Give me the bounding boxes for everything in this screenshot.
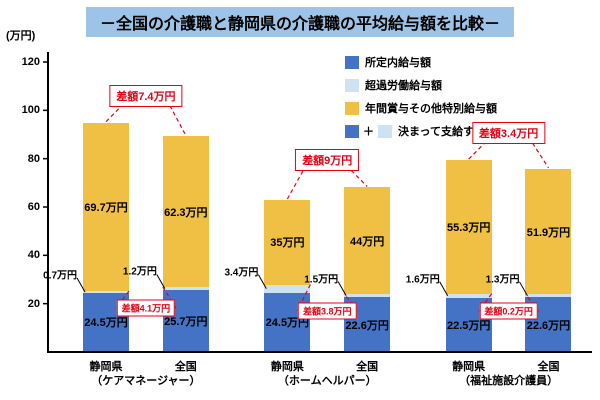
base-value-label: 24.5万円 xyxy=(84,317,128,330)
bar-segment-bonus xyxy=(162,136,209,287)
top-diff-box: 差額3.4万円 xyxy=(471,122,546,145)
bonus-value-label: 69.7万円 xyxy=(84,201,128,214)
bar-segment-bonus xyxy=(344,187,391,294)
bar-segment-bonus xyxy=(264,199,311,285)
y-tick-label: 20 xyxy=(27,297,40,310)
top-diff-box: 差額9万円 xyxy=(295,149,360,172)
x-axis-label: 静岡県 xyxy=(89,361,123,373)
bottom-diff-box: 差額3.8万円 xyxy=(297,302,357,320)
bar-segment-bonus xyxy=(445,160,492,294)
plus-sign: ＋ xyxy=(363,126,374,138)
base-value-label: 24.5万円 xyxy=(265,317,310,330)
bar-segment-bonus xyxy=(83,122,130,292)
bar-segment-overtime xyxy=(83,291,130,293)
legend-item: 年間賞与その他特別給与額 xyxy=(345,100,540,116)
bottom-diff-box: 差額4.1万円 xyxy=(116,299,176,317)
legend-label: 所定内給与額 xyxy=(365,57,431,69)
x-axis-sublabel: （ケアマネージャー） xyxy=(91,375,201,387)
y-tick-label: 40 xyxy=(27,249,40,262)
base-value-label: 22.5万円 xyxy=(446,319,491,332)
legend-swatch xyxy=(345,124,359,138)
bonus-value-label: 51.9万円 xyxy=(526,226,571,239)
bar-segment-overtime xyxy=(445,293,492,298)
base-value-label: 25.7万円 xyxy=(164,315,208,328)
legend-swatch xyxy=(345,55,359,69)
legend-label: 超過労働給与額 xyxy=(365,80,442,92)
top-diff-dashed-line xyxy=(350,170,368,187)
legend-swatch xyxy=(345,101,359,115)
x-axis-label: 全国 xyxy=(356,361,379,373)
x-axis-label: 全国 xyxy=(537,361,560,373)
legend-swatch xyxy=(378,124,392,138)
y-tick-label: 120 xyxy=(21,56,40,68)
bar-segment-overtime xyxy=(264,284,311,293)
bottom-diff-box: 差額0.2万円 xyxy=(479,302,538,320)
top-diff-dashed-line xyxy=(532,142,549,169)
bar-segment-bonus xyxy=(525,168,572,295)
y-axis-unit-label: (万円) xyxy=(6,30,36,42)
x-axis-sublabel: （福祉施設介護員） xyxy=(459,375,559,387)
y-tick-label: 80 xyxy=(27,152,40,165)
overtime-value-label: 3.4万円 xyxy=(224,267,259,279)
y-tick-label: 100 xyxy=(21,104,40,117)
bonus-value-label: 35万円 xyxy=(270,237,305,250)
x-axis-label: 静岡県 xyxy=(452,361,486,373)
chart-title: －全国の介護職と静岡県の介護職の平均給与額を比較－ xyxy=(85,7,515,37)
top-diff-box: 差額7.4万円 xyxy=(109,84,183,107)
y-tick-label: 60 xyxy=(27,201,40,213)
overtime-value-label: 1.5万円 xyxy=(304,274,339,286)
x-axis-label: 全国 xyxy=(174,361,197,373)
top-diff-dashed-line xyxy=(169,105,187,136)
base-value-label: 22.6万円 xyxy=(345,319,389,332)
overtime-value-label: 1.2万円 xyxy=(122,266,157,278)
x-axis-sublabel: （ホームヘルパー） xyxy=(277,375,377,387)
base-value-label: 22.6万円 xyxy=(526,319,571,332)
bonus-value-label: 55.3万円 xyxy=(446,221,491,234)
top-diff-dashed-line xyxy=(286,170,304,200)
x-axis-label: 静岡県 xyxy=(270,361,304,373)
top-diff-dashed-line xyxy=(105,105,123,123)
bar-segment-overtime xyxy=(162,286,209,290)
legend-swatch xyxy=(345,78,359,92)
legend: 所定内給与額 超過労働給与額 年間賞与その他特別給与額＋決まって支給する現金給与額 xyxy=(345,54,540,146)
bar-segment-overtime xyxy=(344,293,391,298)
bar-segment-overtime xyxy=(525,294,572,298)
bonus-value-label: 44万円 xyxy=(350,235,385,248)
legend-label: 年間賞与その他特別給与額 xyxy=(365,103,497,115)
overtime-value-label: 0.7万円 xyxy=(43,270,78,282)
overtime-value-label: 1.6万円 xyxy=(405,274,440,286)
legend-item: 所定内給与額 xyxy=(345,54,540,70)
overtime-value-label: 1.3万円 xyxy=(485,274,520,286)
legend-item: 超過労働給与額 xyxy=(345,77,540,93)
bonus-value-label: 62.3万円 xyxy=(164,206,208,219)
